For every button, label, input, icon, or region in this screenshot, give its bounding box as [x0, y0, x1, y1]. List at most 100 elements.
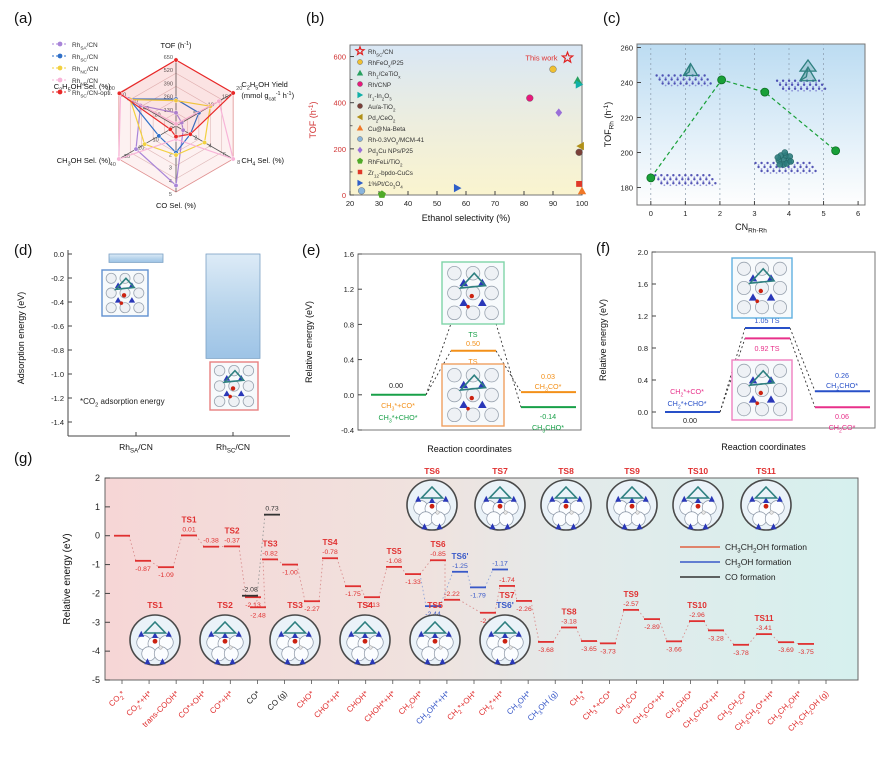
svg-text:RhSA/CN: RhSA/CN [119, 442, 153, 455]
svg-text:90: 90 [549, 199, 557, 208]
svg-text:-2.96: -2.96 [689, 612, 705, 619]
svg-text:TS5: TS5 [427, 600, 443, 610]
svg-text:-1.09: -1.09 [158, 572, 174, 579]
svg-text:-1.4: -1.4 [51, 418, 64, 427]
svg-text:CH2*+CHO*: CH2*+CHO* [667, 399, 706, 411]
svg-text:10: 10 [152, 137, 158, 143]
svg-text:-0.4: -0.4 [51, 298, 64, 307]
data-point-marker [555, 108, 563, 117]
svg-text:TS1: TS1 [147, 600, 163, 610]
svg-text:-5: -5 [92, 675, 100, 685]
svg-text:Reaction coordinates: Reaction coordinates [427, 444, 512, 454]
svg-text:Relative energy (eV): Relative energy (eV) [62, 533, 73, 624]
data-point [646, 173, 656, 183]
svg-text:CH3CHO*: CH3CHO* [663, 689, 696, 722]
panel-letter-a: (a) [14, 10, 33, 27]
svg-text:100: 100 [105, 86, 114, 92]
svg-text:0.4: 0.4 [638, 376, 648, 385]
svg-text:2: 2 [718, 209, 722, 218]
reaction-diagram-f: 2.0 1.6 1.2 0.8 0.4 0.0 Relative energy (eV) Re… [598, 248, 876, 452]
svg-text:RhFeOx/P25: RhFeOx/P25 [368, 60, 404, 69]
svg-text:(mmol gcat-1 h-1): (mmol gcat-1 h-1) [241, 91, 294, 103]
svg-text:-0.38: -0.38 [203, 538, 219, 545]
svg-text:CO formation: CO formation [725, 572, 776, 582]
panel-letter-f: (f) [596, 240, 611, 257]
svg-text:220: 220 [620, 114, 633, 123]
svg-text:TS4: TS4 [322, 538, 337, 547]
svg-text:CH3*+CO*: CH3*+CO* [581, 689, 616, 724]
data-point-marker [357, 81, 363, 87]
svg-text:5: 5 [169, 192, 172, 198]
panel-g: (g) 2 1 0 -1 -2 -3 -4 -5 Relative energy (eV) -0.… [8, 448, 885, 770]
data-point-marker [526, 94, 534, 102]
svg-text:0.06: 0.06 [835, 412, 849, 421]
svg-text:TOFRh (h-1): TOFRh (h-1) [603, 102, 616, 147]
svg-text:650: 650 [164, 55, 173, 61]
svg-text:-2.57: -2.57 [623, 601, 639, 608]
rh-cluster-icon [682, 62, 699, 77]
svg-text:-0.4: -0.4 [341, 426, 354, 435]
svg-text:-1.08: -1.08 [386, 558, 402, 565]
svg-text:TS8: TS8 [558, 466, 574, 476]
svg-text:0.73: 0.73 [265, 506, 278, 513]
panel-letter-e: (e) [302, 242, 321, 259]
svg-text:TS6: TS6 [424, 466, 440, 476]
panel-f: (f) 2.0 1.6 1.2 0.8 0.4 0.0 Relative energy (e… [590, 238, 885, 465]
data-point [831, 146, 841, 156]
svg-text:TS4: TS4 [357, 600, 373, 610]
svg-text:1.6: 1.6 [344, 250, 354, 259]
energy-profile-chart: 2 1 0 -1 -2 -3 -4 -5 Relative energy (eV) -0.87 -1… [62, 466, 859, 733]
svg-text:Relative energy (eV): Relative energy (eV) [598, 299, 608, 381]
svg-text:30: 30 [375, 199, 383, 208]
cluster-structure-inset [655, 74, 712, 87]
ts-structure-inset [269, 614, 321, 666]
scatter-chart: 20 30 40 50 60 70 80 90 100 0 200 400 600 Ethanol sel… [308, 44, 588, 223]
svg-text:RhSA/CN: RhSA/CN [72, 42, 98, 51]
molecular-structure-inset [441, 363, 505, 427]
rh-cluster-icon [798, 58, 818, 82]
svg-text:-0.37: -0.37 [224, 537, 240, 544]
svg-text:Zr12-bpdo-CuCs: Zr12-bpdo-CuCs [368, 170, 413, 179]
svg-text:40: 40 [143, 106, 149, 112]
data-point-marker [577, 186, 587, 195]
svg-text:-2: -2 [92, 588, 100, 598]
svg-text:TS2: TS2 [224, 526, 239, 535]
bar [108, 253, 164, 263]
svg-text:1%Pt/Co3O4: 1%Pt/Co3O4 [368, 181, 403, 190]
svg-text:CH2*+OH*: CH2*+OH* [445, 689, 480, 724]
svg-text:CH2CHO*: CH2CHO* [826, 381, 858, 393]
svg-text:-1.75: -1.75 [345, 591, 361, 598]
molecular-structure-inset [731, 359, 793, 421]
svg-text:80: 80 [520, 199, 528, 208]
scatter-points [358, 50, 587, 198]
svg-text:0.26: 0.26 [835, 371, 849, 380]
svg-text:70: 70 [491, 199, 499, 208]
svg-text:200: 200 [333, 145, 346, 154]
ts-structure-inset [540, 479, 592, 531]
bar-chart: 0.0 -0.2 -0.4 -0.6 -0.8 -1.0 -1.2 -1.4 Adsorptio… [16, 250, 290, 455]
svg-text:40: 40 [110, 162, 116, 168]
data-point-marker [377, 190, 386, 198]
svg-text:60: 60 [462, 199, 470, 208]
data-point-marker [576, 180, 583, 187]
svg-text:-3.18: -3.18 [561, 618, 577, 625]
ts-structure-inset [479, 614, 531, 666]
svg-text:0.0: 0.0 [54, 250, 64, 259]
svg-text:RhNC/CN: RhNC/CN [72, 66, 99, 75]
svg-text:TS10: TS10 [687, 601, 707, 610]
svg-text:Relative energy (eV): Relative energy (eV) [304, 301, 314, 383]
data-point-marker [357, 91, 364, 99]
svg-text:TS: TS [468, 357, 477, 366]
svg-text:-1.00: -1.00 [282, 570, 298, 577]
svg-text:520: 520 [164, 68, 173, 74]
svg-text:Rh1/CeTiOx: Rh1/CeTiOx [368, 71, 401, 80]
svg-text:CO*+OH*: CO*+OH* [177, 689, 208, 720]
data-point-marker [576, 141, 584, 151]
svg-text:Ir1-In2O3: Ir1-In2O3 [368, 93, 392, 102]
svg-text:-3.41: -3.41 [756, 625, 772, 632]
data-point-marker [575, 148, 583, 156]
svg-text:400: 400 [333, 99, 346, 108]
data-point-marker [356, 157, 364, 164]
svg-text:CH3*: CH3* [568, 689, 589, 710]
svg-text:CHO*+H*: CHO*+H* [312, 689, 343, 720]
